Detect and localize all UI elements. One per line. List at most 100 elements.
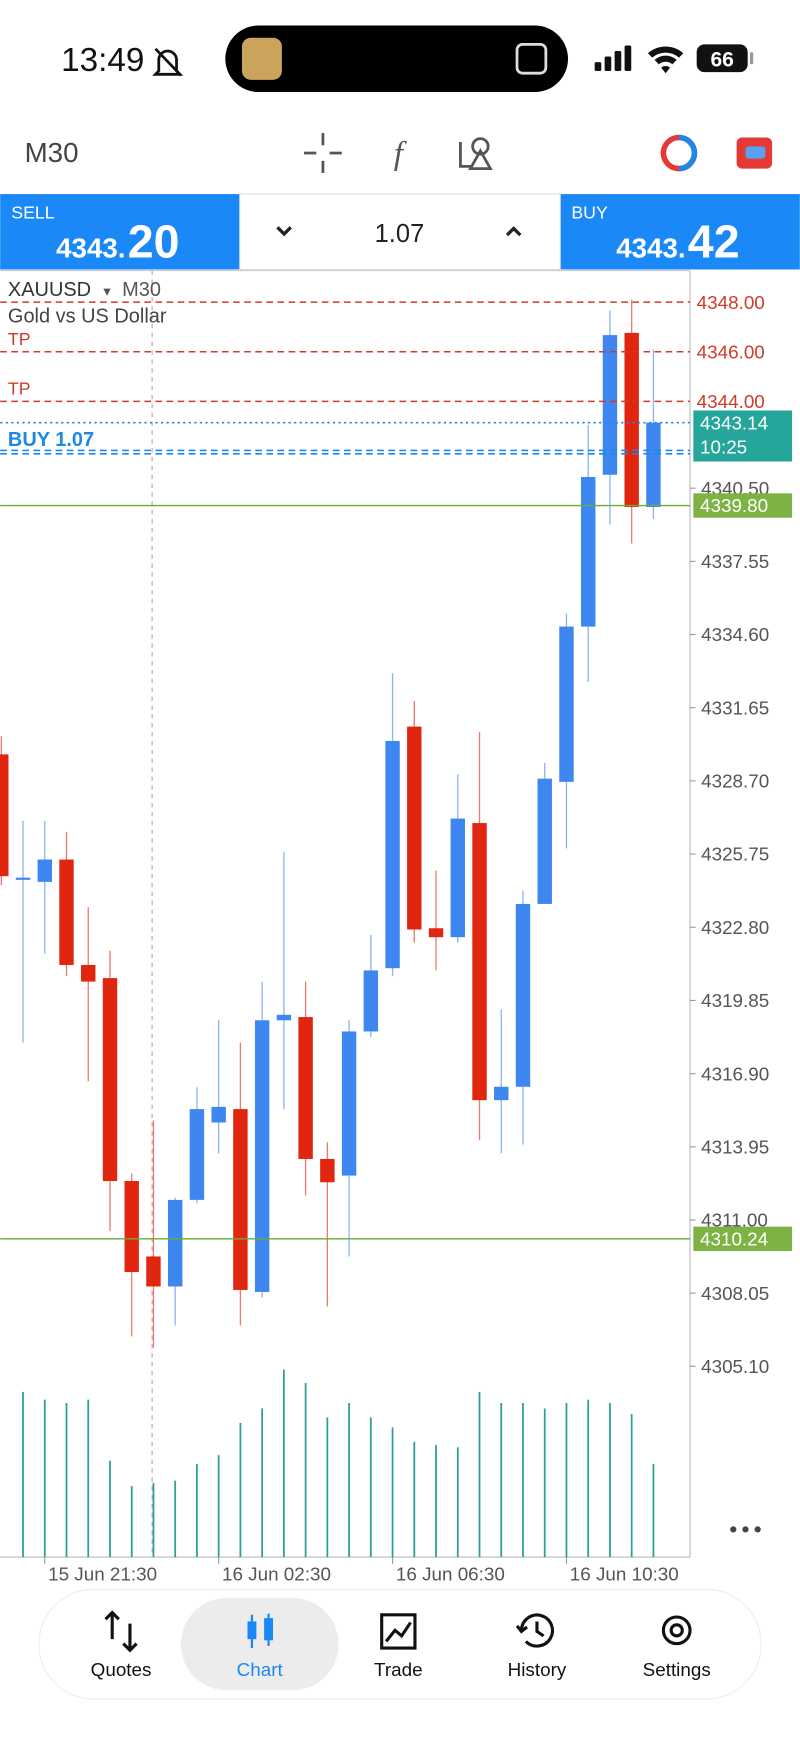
crosshair-button[interactable] [304,133,342,174]
tab-icon [380,1613,417,1650]
sell-price: 4343. [56,232,125,263]
y-tick-label: 4313.95 [701,1136,769,1157]
candle-body [254,1020,270,1292]
symbol-description: Gold vs US Dollar [8,306,167,328]
island-icon [515,42,548,75]
buy-label: BUY [571,202,608,222]
candle-body [407,726,422,930]
sell-button[interactable] [0,194,240,270]
trade-button[interactable] [736,137,773,169]
more-button[interactable] [730,1526,761,1533]
candle-body [276,1014,292,1021]
level-label-bg [693,289,798,315]
nav-tab[interactable]: History [508,1613,567,1680]
battery [696,44,748,73]
candle-body [450,818,465,938]
wifi-icon [647,46,684,74]
timeframe-button[interactable]: M30 [25,137,79,168]
volume-down[interactable] [276,226,292,237]
candle-body [624,332,639,508]
app-icon [241,37,282,80]
candle-body [102,978,118,1182]
candle-body [494,1086,509,1101]
tab-label: Chart [237,1659,284,1680]
volume-panel [239,193,561,271]
level-label: 4346.00 [697,341,765,362]
nav-tab[interactable]: Chart [180,1598,339,1691]
level-label-box [693,493,793,518]
y-tick-label: 4319.85 [701,990,769,1011]
sell-label: SELL [11,202,55,222]
x-tick-label: 16 Jun 10:30 [570,1563,679,1584]
candle-body [537,778,552,904]
tab-bar [38,1588,762,1700]
y-tick-label: 4328.70 [701,771,769,792]
tab-icon [104,1610,138,1653]
sell-price-pips: 20 [128,215,180,267]
nav-tab[interactable]: Settings [643,1615,711,1680]
y-tick-label: 4331.65 [701,697,769,718]
candle-body [146,1256,161,1287]
candle-body [189,1109,205,1200]
level-label: 4339.80 [700,495,768,516]
candle-body [124,1181,139,1273]
buy-button[interactable] [560,194,800,270]
tab-icon [515,1613,555,1648]
bar-timer: 10:25 [700,437,747,458]
objects-button[interactable] [459,137,493,170]
candle-body [559,626,574,782]
tab-label: History [508,1659,567,1680]
chart[interactable] [0,270,691,1558]
battery-tip [749,52,754,65]
volume-value[interactable]: 1.07 [375,220,425,248]
volume-up[interactable] [505,226,522,237]
candle-body [15,877,31,880]
candle-body [428,928,444,938]
level-label: 4348.00 [697,292,765,313]
tab-icon [247,1621,257,1640]
signal-icon [594,45,632,71]
chart-timeframe: M30 [122,279,161,301]
symbol-dropdown[interactable]: ▾ [103,284,110,300]
level-tag: TP [8,329,31,349]
candle-body [320,1158,335,1183]
x-tick-label: 16 Jun 02:30 [222,1563,331,1584]
y-tick-label: 4334.60 [701,624,769,645]
active-tab-bg [180,1598,339,1691]
y-tick-label: 4337.55 [701,551,769,572]
level-label: 4344.00 [697,391,765,412]
indicators-button[interactable]: f [394,135,408,172]
level-label-box [693,1226,793,1252]
y-tick-label: 4316.90 [701,1063,769,1084]
x-tick-label: 16 Jun 06:30 [396,1563,505,1584]
x-tick-label: 15 Jun 21:30 [48,1563,157,1584]
candle-body [211,1106,226,1123]
candle-body [515,903,531,1087]
y-tick-label: 4325.75 [701,844,769,865]
level-label: 4343.14 [700,412,768,433]
nav-tab[interactable]: Quotes [91,1610,152,1680]
buy-price: 4343. [616,232,685,263]
level-tag: BUY 1.07 [8,429,94,451]
tab-icon [264,1618,274,1641]
level-label-bg [693,339,798,364]
level-label-bg [693,389,798,414]
battery-level: 66 [710,49,733,72]
nav-tab[interactable]: Trade [374,1613,423,1680]
mute-icon [152,47,184,77]
symbol: XAUUSD [8,279,91,301]
nav: Quotes Chart Trade History Settings [91,1598,711,1691]
sync-button[interactable] [660,134,698,172]
tab-label: Quotes [91,1659,152,1680]
tab-label: Trade [374,1659,423,1680]
candle-body [37,859,52,882]
tab-icon [661,1615,692,1646]
candle-body [59,859,74,965]
level-tag: TP [8,379,31,399]
candle-body [580,477,596,627]
y-tick-label: 4308.05 [701,1283,769,1304]
candle-body [602,335,618,475]
y-tick-label: 4305.10 [701,1356,769,1377]
